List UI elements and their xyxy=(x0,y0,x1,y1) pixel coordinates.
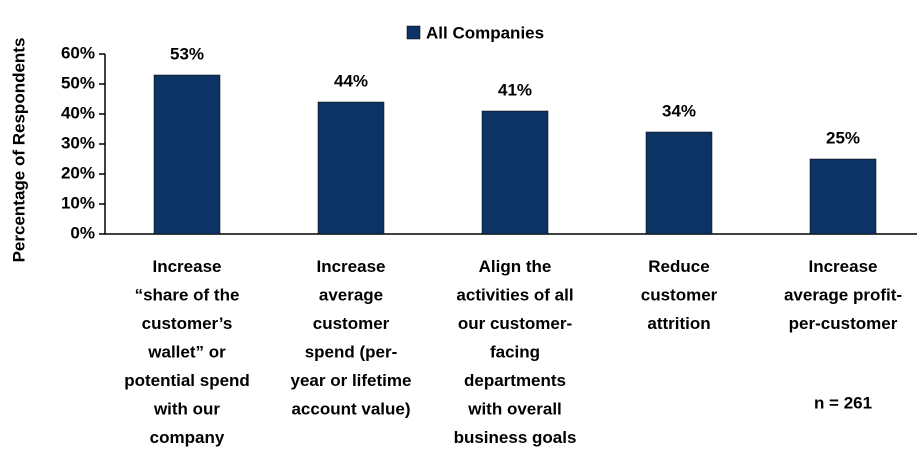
value-label: 41% xyxy=(498,80,532,99)
value-label: 53% xyxy=(170,44,204,63)
annotation: n = 261 xyxy=(814,393,872,412)
x-tick-label: Reduce customer attrition xyxy=(641,257,718,333)
value-label: 44% xyxy=(334,71,368,90)
bar xyxy=(645,131,713,235)
value-label: 25% xyxy=(826,128,860,147)
x-tick-label: Increase average customer spend (per-year o… xyxy=(291,257,412,419)
x-tick-label: Align the activities of all our customer-f… xyxy=(454,257,577,447)
x-tick-label: Increase average profit-per-customer xyxy=(784,257,902,333)
legend-label: All Companies xyxy=(426,23,544,42)
y-tick-label: 20% xyxy=(61,163,95,182)
bar xyxy=(153,74,221,235)
bar xyxy=(481,110,549,235)
x-tick-label: Increase “share of the customer’s wallet” o… xyxy=(124,257,250,447)
bar xyxy=(809,158,877,235)
y-tick-label: 30% xyxy=(61,133,95,152)
y-tick-label: 50% xyxy=(61,73,95,92)
legend-swatch xyxy=(406,25,421,40)
y-tick-label: 60% xyxy=(61,43,95,62)
y-axis-label: Percentage of Respondents xyxy=(9,38,28,263)
bar xyxy=(317,101,385,235)
value-label: 34% xyxy=(662,101,696,120)
y-tick-label: 0% xyxy=(70,223,95,242)
y-tick-label: 10% xyxy=(61,193,95,212)
y-tick-label: 40% xyxy=(61,103,95,122)
